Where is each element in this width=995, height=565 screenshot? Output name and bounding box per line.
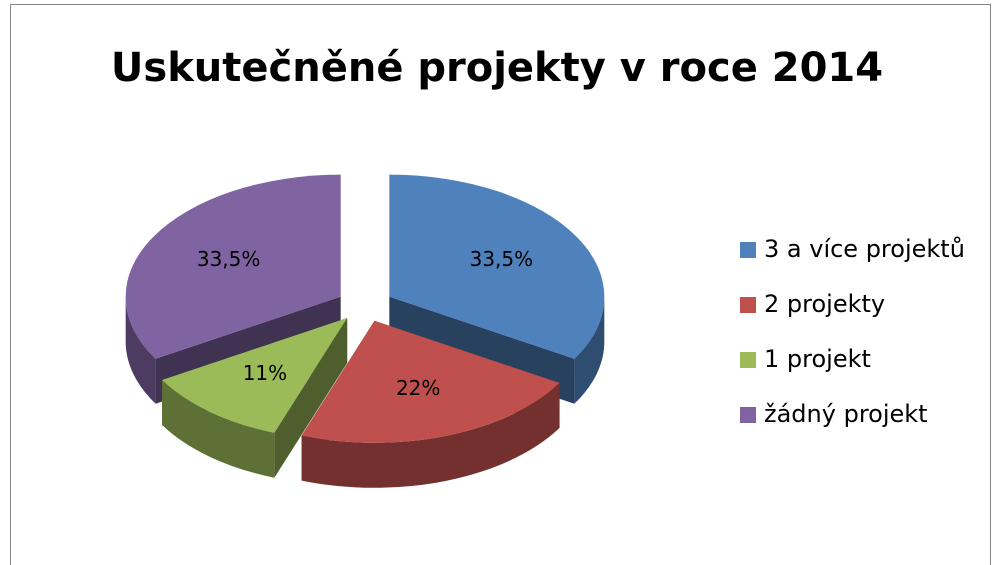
slice-wall [125, 296, 156, 404]
legend-swatch [740, 242, 756, 258]
legend-swatch [740, 407, 756, 423]
legend-label: 1 projekt [764, 345, 871, 373]
slice-wall [301, 382, 560, 488]
legend-swatch [740, 352, 756, 368]
slice [389, 174, 605, 359]
legend-swatch [740, 297, 756, 313]
slice [125, 174, 341, 359]
slice-wall [574, 296, 605, 404]
legend-label: žádný projekt [764, 400, 928, 428]
legend-label: 2 projekty [764, 290, 885, 318]
data-label: 33,5% [197, 247, 261, 271]
data-label: 11% [243, 361, 287, 385]
slice-wall [162, 380, 275, 478]
slice [162, 317, 348, 433]
data-label: 22% [396, 376, 440, 400]
slice [301, 320, 560, 443]
data-label: 33,5% [470, 247, 534, 271]
chart-title: Uskutečněné projekty v roce 2014 [111, 45, 883, 91]
legend-label: 3 a více projektů [764, 235, 965, 263]
